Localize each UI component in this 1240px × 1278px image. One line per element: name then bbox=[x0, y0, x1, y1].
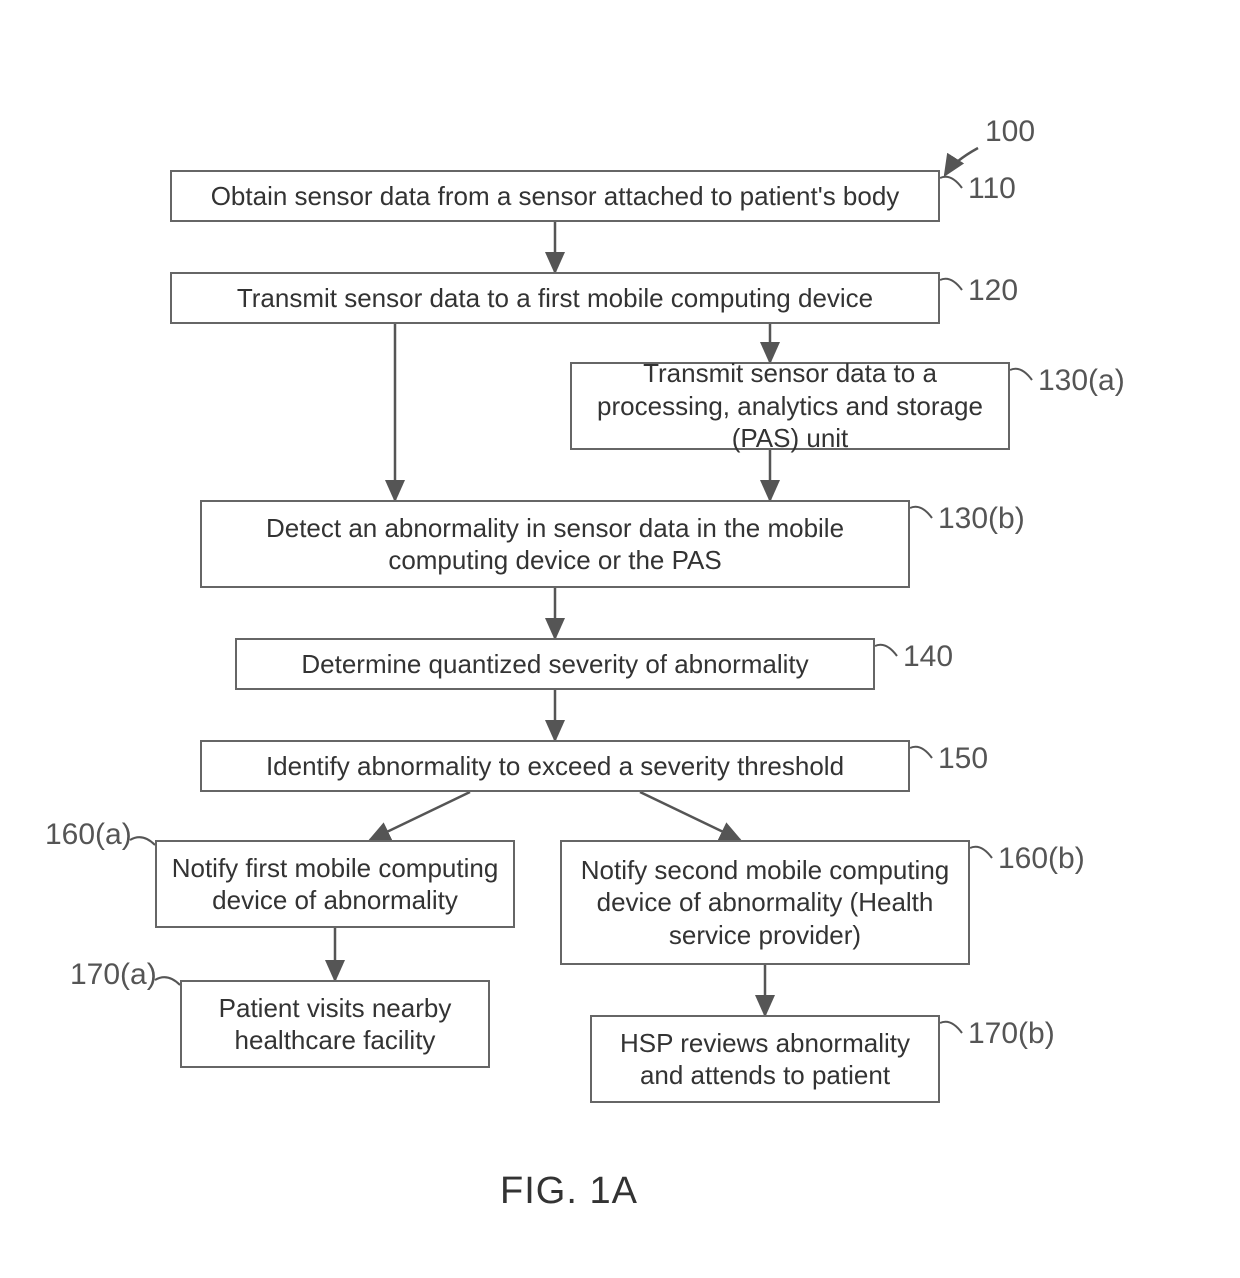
flowchart-node-n170a: Patient visits nearby healthcare facilit… bbox=[180, 980, 490, 1068]
node-label-n140: 140 bbox=[903, 640, 953, 674]
node-label-n110: 110 bbox=[968, 172, 1016, 206]
flowchart-node-n130a: Transmit sensor data to a processing, an… bbox=[570, 362, 1010, 450]
node-label-n170a: 170(a) bbox=[70, 958, 157, 992]
diagram-ref-label: 100 bbox=[985, 115, 1035, 149]
node-label-n130b: 130(b) bbox=[938, 502, 1025, 536]
node-label-n170b: 170(b) bbox=[968, 1017, 1055, 1051]
flowchart-node-n150: Identify abnormality to exceed a severit… bbox=[200, 740, 910, 792]
flowchart-node-n160a: Notify first mobile computing device of … bbox=[155, 840, 515, 928]
flowchart-node-n140: Determine quantized severity of abnormal… bbox=[235, 638, 875, 690]
flowchart-node-n170b: HSP reviews abnormality and attends to p… bbox=[590, 1015, 940, 1103]
node-label-n120: 120 bbox=[968, 274, 1018, 308]
figure-caption: FIG. 1A bbox=[500, 1170, 638, 1213]
node-label-n150: 150 bbox=[938, 742, 988, 776]
flowchart-node-n160b: Notify second mobile computing device of… bbox=[560, 840, 970, 965]
flowchart-node-n110: Obtain sensor data from a sensor attache… bbox=[170, 170, 940, 222]
flowchart-node-n120: Transmit sensor data to a first mobile c… bbox=[170, 272, 940, 324]
node-label-n160a: 160(a) bbox=[45, 818, 132, 852]
node-label-n130a: 130(a) bbox=[1038, 364, 1125, 398]
edge-n150-n160b bbox=[640, 792, 740, 840]
edge-n150-n160a bbox=[370, 792, 470, 840]
flowchart-node-n130b: Detect an abnormality in sensor data in … bbox=[200, 500, 910, 588]
node-label-n160b: 160(b) bbox=[998, 842, 1085, 876]
